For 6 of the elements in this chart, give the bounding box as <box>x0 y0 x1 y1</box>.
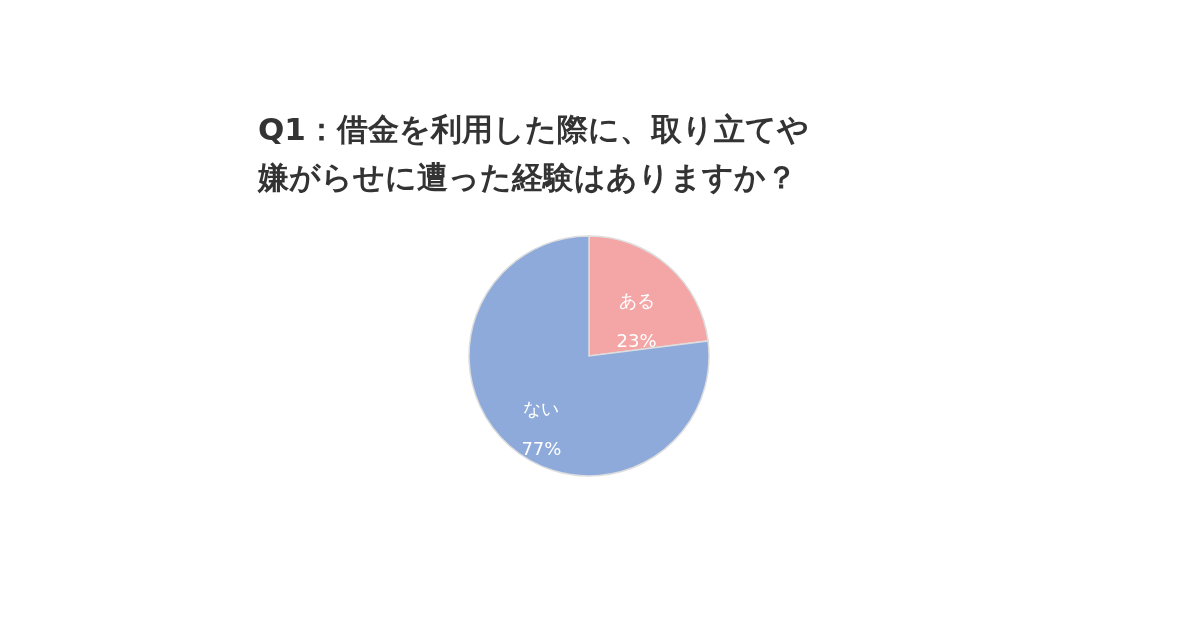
chart-title: Q1：借金を利用した際に、取り立てや嫌がらせに遭った経験はありますか？ <box>257 111 809 195</box>
pie-slice <box>468 235 710 477</box>
slice-label: ない <box>523 398 560 420</box>
data-label: 77% <box>521 438 562 460</box>
slice-label: ある <box>618 289 655 311</box>
data-label: 23% <box>616 329 657 351</box>
